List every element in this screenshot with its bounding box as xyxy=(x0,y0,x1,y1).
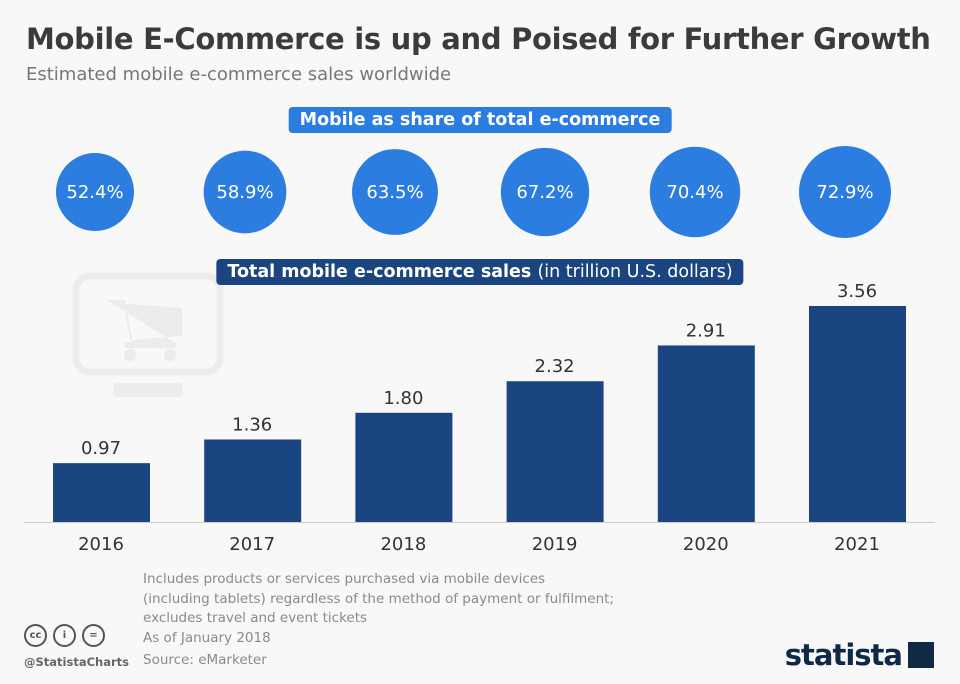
share-circle-2016 xyxy=(56,153,134,231)
bar-2021 xyxy=(809,306,906,522)
share-label: 70.4% xyxy=(666,182,723,203)
share-circle-2021 xyxy=(799,146,891,238)
monitor-cart-icon xyxy=(72,272,224,397)
logo-mark-icon xyxy=(908,642,934,668)
page-subtitle: Estimated mobile e-commerce sales worldw… xyxy=(26,64,452,85)
x-tick-label: 2021 xyxy=(834,534,880,555)
note-line: (including tablets) regardless of the me… xyxy=(143,590,614,607)
x-tick-label: 2020 xyxy=(683,534,729,555)
x-tick-label: 2019 xyxy=(532,534,578,555)
share-label: 67.2% xyxy=(516,182,573,203)
bar-2019 xyxy=(506,381,604,522)
bar-2017 xyxy=(204,439,302,522)
bar-2020 xyxy=(657,345,755,522)
share-circle-2018 xyxy=(352,149,438,235)
cc-license-icons[interactable]: cc i = xyxy=(24,624,105,647)
note-line: excludes travel and event tickets xyxy=(143,610,368,626)
bar-label: 2.91 xyxy=(686,320,726,341)
note-line: Includes products or services purchased … xyxy=(143,571,546,587)
statista-logo[interactable]: statista xyxy=(785,638,934,672)
twitter-handle[interactable]: @StatistaCharts xyxy=(24,655,129,669)
note-line: As of January 2018 xyxy=(143,629,271,646)
sales-heading-bold: Total mobile e-commerce sales xyxy=(227,262,532,282)
page-title: Mobile E-Commerce is up and Poised for F… xyxy=(26,22,931,56)
sales-heading-unit: (in trillion U.S. dollars) xyxy=(537,262,733,282)
x-tick-label: 2017 xyxy=(229,534,275,555)
bar-2018 xyxy=(355,412,453,522)
share-label: 63.5% xyxy=(366,182,423,203)
cc-icon: cc xyxy=(24,624,47,647)
bar-label: 1.80 xyxy=(383,388,423,409)
share-circle-2019 xyxy=(500,147,590,237)
footnote: Includes products or services purchased … xyxy=(143,570,614,648)
share-label: 52.4% xyxy=(66,182,123,203)
by-icon: i xyxy=(53,624,76,647)
nd-icon: = xyxy=(82,624,105,647)
bar-2016 xyxy=(53,463,150,522)
share-label: 72.9% xyxy=(816,182,873,203)
logo-text: statista xyxy=(784,638,903,672)
share-label: 58.9% xyxy=(216,182,273,203)
bar-label: 1.36 xyxy=(232,414,272,435)
share-circle-2017 xyxy=(203,150,287,234)
bar-label: 3.56 xyxy=(837,281,877,302)
share-heading: Mobile as share of total e-commerce xyxy=(288,107,672,133)
bar-label: 2.32 xyxy=(535,356,575,377)
x-tick-label: 2018 xyxy=(380,534,426,555)
bar-label: 0.97 xyxy=(81,438,121,459)
source: Source: eMarketer xyxy=(143,652,267,668)
share-circle-2020 xyxy=(649,146,741,238)
x-tick-label: 2016 xyxy=(78,534,124,555)
sales-heading: Total mobile e-commerce sales (in trilli… xyxy=(216,259,744,285)
